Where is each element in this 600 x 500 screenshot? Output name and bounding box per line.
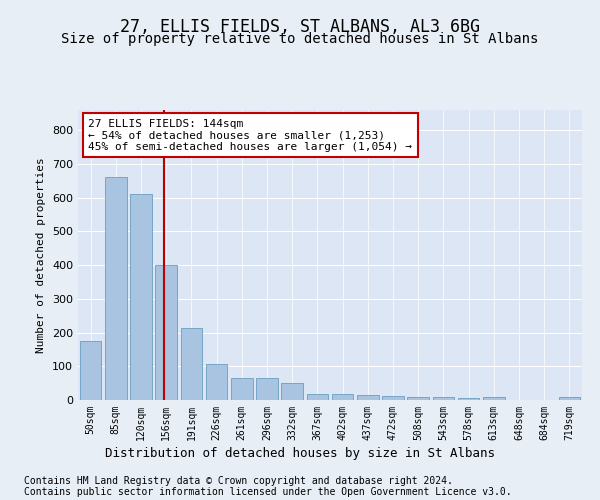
Bar [559,398,580,400]
Bar [483,398,505,400]
Text: Contains HM Land Registry data © Crown copyright and database right 2024.: Contains HM Land Registry data © Crown c… [24,476,453,486]
Bar [105,178,127,400]
Bar [130,194,152,400]
Bar [332,394,353,400]
Text: Distribution of detached houses by size in St Albans: Distribution of detached houses by size … [105,448,495,460]
Text: Contains public sector information licensed under the Open Government Licence v3: Contains public sector information licen… [24,487,512,497]
Bar [256,378,278,400]
Bar [433,398,454,400]
Bar [231,378,253,400]
Bar [307,394,328,400]
Bar [80,341,101,400]
Bar [382,396,404,400]
Text: 27, ELLIS FIELDS, ST ALBANS, AL3 6BG: 27, ELLIS FIELDS, ST ALBANS, AL3 6BG [120,18,480,36]
Bar [281,383,303,400]
Text: 27 ELLIS FIELDS: 144sqm
← 54% of detached houses are smaller (1,253)
45% of semi: 27 ELLIS FIELDS: 144sqm ← 54% of detache… [88,118,412,152]
Bar [357,395,379,400]
Bar [206,364,227,400]
Bar [407,398,429,400]
Bar [458,398,479,400]
Bar [181,328,202,400]
Y-axis label: Number of detached properties: Number of detached properties [37,157,46,353]
Text: Size of property relative to detached houses in St Albans: Size of property relative to detached ho… [61,32,539,46]
Bar [155,265,177,400]
